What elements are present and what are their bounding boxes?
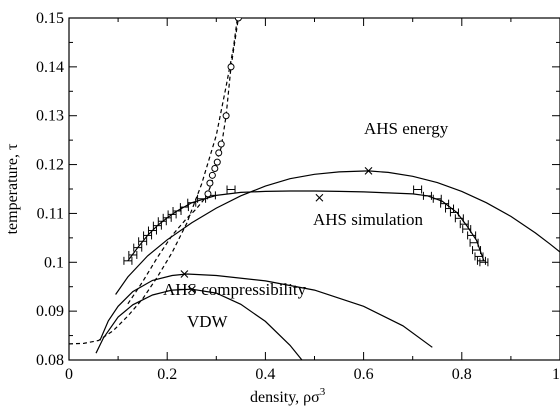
x-tick-label: 0: [65, 366, 73, 383]
markers-group: [123, 18, 489, 294]
error-bar-marker: [133, 243, 143, 252]
error-bar-marker: [123, 256, 133, 265]
annotation-ahs-compressibility: AHS compressibility: [163, 280, 307, 299]
error-bar-marker: [454, 214, 464, 223]
error-bar-marker: [476, 256, 486, 265]
circle-marker: [208, 171, 216, 179]
error-bar-marker: [226, 185, 236, 194]
error-bar-marker: [449, 208, 459, 217]
error-bar-marker: [422, 191, 432, 200]
circle-marker: [222, 112, 230, 120]
x-tick-label: 0.2: [157, 366, 177, 383]
x-axis-label-superscript: 3: [320, 386, 326, 398]
error-bar-marker: [440, 199, 450, 208]
error-bar-marker: [432, 194, 442, 203]
circle-marker: [215, 149, 223, 157]
y-tick-label: 0.12: [36, 157, 64, 174]
error-bar-marker: [413, 185, 423, 194]
y-axis-label: temperature, τ: [4, 143, 21, 234]
circle-marker: [217, 140, 225, 148]
curves-group: [69, 18, 560, 360]
error-bar-marker: [474, 252, 484, 261]
error-bar-marker: [472, 246, 482, 255]
annotation-ahs-simulation: AHS simulation: [313, 210, 424, 229]
circle-marker: [213, 158, 221, 166]
y-tick-label: 0.1: [44, 254, 64, 271]
ahs-energy-curve: [115, 170, 560, 295]
axis-ticks: 0 0.2 0.4 0.6 0.8 1 0.08 0.09 0.1 0.11 0.12 0.13 0.1…: [36, 10, 560, 383]
x-tick-label: 0.4: [255, 366, 275, 383]
y-tick-label: 0.15: [36, 10, 64, 27]
ahs-compressibility-curve: [99, 273, 433, 348]
x-tick-label: 1: [552, 366, 560, 383]
error-bar-marker: [162, 213, 172, 222]
y-tick-label: 0.13: [36, 108, 64, 125]
x-tick-label: 0.8: [452, 366, 472, 383]
plot-frame: [68, 17, 560, 361]
circle-marker: [204, 190, 212, 198]
error-bar-marker: [179, 203, 189, 212]
error-bar-marker: [157, 217, 167, 226]
circle-marker: [234, 18, 242, 22]
vdw-curve: [95, 288, 303, 360]
cross-marker: [315, 193, 324, 202]
error-bar-marker: [147, 226, 157, 235]
error-bar-marker: [167, 210, 177, 219]
error-bar-marker: [187, 198, 197, 207]
annotation-vdw: VDW: [187, 312, 229, 331]
y-tick-label: 0.11: [37, 205, 64, 222]
error-bar-marker: [138, 237, 148, 246]
error-bar-marker: [152, 221, 162, 230]
y-tick-label: 0.09: [36, 303, 64, 320]
error-bar-marker: [172, 206, 182, 215]
circle-marker: [211, 164, 219, 172]
cross-marker: [364, 167, 373, 175]
error-bar-marker: [459, 220, 469, 229]
error-bar-marker: [467, 231, 477, 240]
annotation-ahs-energy: AHS energy: [364, 119, 449, 138]
cross-marker: [180, 270, 189, 278]
error-bar-marker: [479, 258, 489, 267]
circle-marker: [206, 179, 214, 187]
y-tick-label: 0.14: [36, 59, 64, 76]
y-tick-label: 0.08: [36, 352, 64, 369]
x-axis-label-text: density, ρσ: [250, 389, 320, 406]
error-bar-marker: [445, 204, 455, 213]
error-bar-marker: [143, 231, 153, 240]
circle-marker: [227, 63, 235, 71]
ahs-simulation-curve: [127, 190, 485, 262]
error-bar-marker: [462, 225, 472, 234]
x-axis-label: density, ρσ3: [250, 386, 326, 406]
error-bar-marker: [469, 238, 479, 247]
x-tick-label: 0.6: [354, 366, 374, 383]
cross-marker: [187, 285, 196, 294]
dashed-curve-circles: [127, 18, 239, 305]
error-bar-marker: [128, 250, 138, 259]
